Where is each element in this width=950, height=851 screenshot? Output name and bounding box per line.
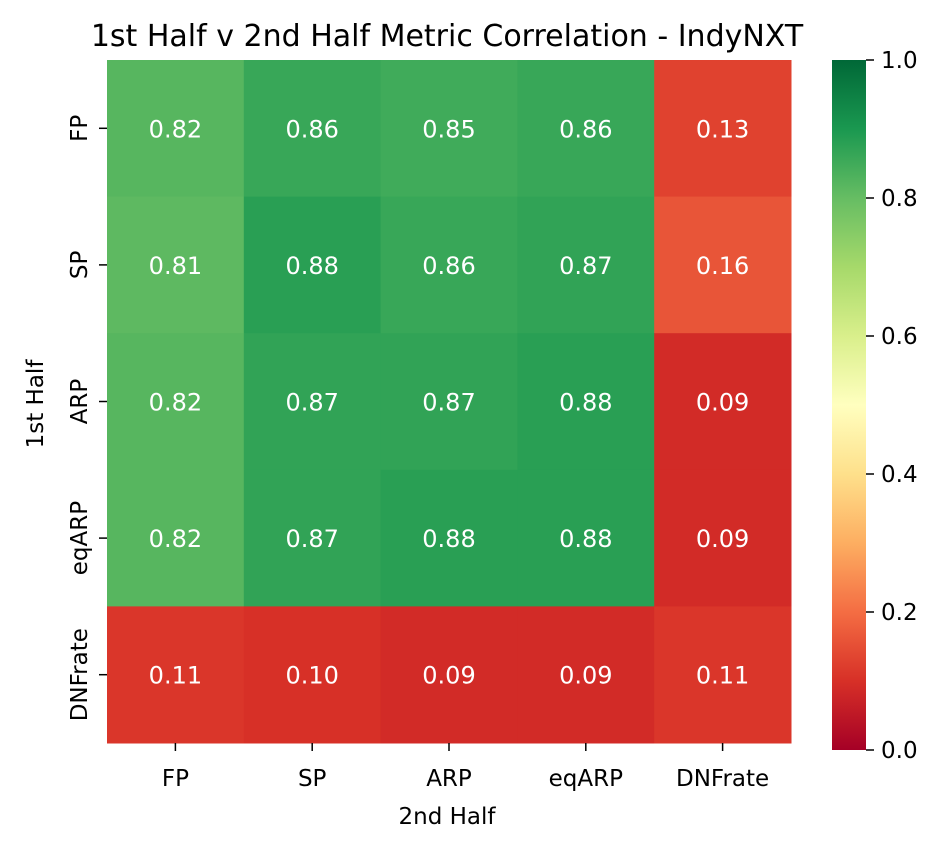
heatmap-cells — [107, 60, 792, 744]
heatmap-cell — [654, 469, 792, 607]
cell-value-label: 0.88 — [559, 389, 612, 417]
cell-value-label: 0.09 — [696, 525, 749, 553]
cell-value-label: 0.86 — [422, 252, 475, 280]
colorbar-tick-label: 1.0 — [881, 48, 918, 74]
heatmap-cell — [380, 606, 518, 744]
cell-annotations: 0.82 0.86 0.85 0.86 0.13 0.81 0.88 0.86 0.87 0.16… — [149, 115, 750, 689]
cell-value-label: 0.88 — [559, 525, 612, 553]
heatmap-cell — [654, 60, 792, 198]
y-axis-label: 1st Half — [23, 359, 49, 449]
cell-value-label: 0.13 — [696, 115, 749, 143]
heatmap-cell — [517, 196, 655, 334]
cell-value-label: 0.86 — [285, 115, 338, 143]
chart-title: 1st Half v 2nd Half Metric Correlation -… — [91, 19, 804, 54]
y-tick-label: ARP — [67, 379, 93, 425]
cell-value-label: 0.09 — [696, 389, 749, 417]
cell-value-label: 0.81 — [149, 252, 202, 280]
heatmap-cell — [517, 606, 655, 744]
x-tick-label: ARP — [426, 766, 472, 792]
cell-value-label: 0.11 — [696, 662, 749, 690]
heatmap-cell — [243, 469, 382, 607]
y-tick-label: eqARP — [67, 501, 93, 575]
colorbar-tick-label: 0.8 — [881, 186, 918, 212]
colorbar-tick-label: 0.4 — [881, 462, 918, 488]
cell-value-label: 0.87 — [285, 525, 338, 553]
heatmap-cell — [243, 606, 382, 744]
heatmap-cell — [517, 333, 655, 471]
cell-value-label: 0.82 — [149, 115, 202, 143]
heatmap-cell — [380, 60, 518, 198]
heatmap-cell — [517, 469, 655, 607]
x-tick-label: FP — [162, 766, 189, 792]
x-axis-ticks: FP SP ARP eqARP DNFrate — [162, 743, 769, 792]
cell-value-label: 0.11 — [149, 662, 202, 690]
heatmap-cell — [107, 60, 245, 198]
cell-value-label: 0.86 — [559, 115, 612, 143]
x-tick-label: eqARP — [549, 766, 623, 792]
heatmap-cell — [654, 333, 792, 471]
x-tick-label: SP — [298, 766, 327, 792]
colorbar-gradient — [832, 60, 866, 750]
y-tick-label: DNFrate — [67, 628, 93, 721]
cell-value-label: 0.87 — [559, 252, 612, 280]
x-tick-label: DNFrate — [676, 766, 769, 792]
heatmap-cell — [380, 333, 518, 471]
heatmap-cell — [654, 196, 792, 334]
heatmap-cell — [107, 606, 245, 744]
colorbar-tick-label: 0.0 — [881, 738, 918, 764]
heatmap-cell — [654, 606, 792, 744]
cell-value-label: 0.87 — [422, 389, 475, 417]
colorbar-tick-label: 0.6 — [881, 324, 918, 350]
colorbar-tick-label: 0.2 — [881, 600, 918, 626]
cell-value-label: 0.82 — [149, 389, 202, 417]
y-tick-label: FP — [67, 115, 93, 142]
cell-value-label: 0.85 — [422, 115, 475, 143]
heatmap-cell — [380, 469, 518, 607]
x-axis-label: 2nd Half — [399, 804, 497, 830]
cell-value-label: 0.87 — [285, 389, 338, 417]
heatmap-cell — [107, 196, 245, 334]
cell-value-label: 0.09 — [422, 662, 475, 690]
heatmap-cell — [107, 333, 245, 471]
cell-value-label: 0.82 — [149, 525, 202, 553]
heatmap-cell — [243, 60, 382, 198]
y-axis-ticks: FP SP ARP eqARP DNFrate — [67, 115, 107, 721]
cell-value-label: 0.88 — [285, 252, 338, 280]
heatmap-cell — [243, 333, 382, 471]
y-tick-label: SP — [67, 251, 93, 280]
heatmap-cell — [517, 60, 655, 198]
cell-value-label: 0.88 — [422, 525, 475, 553]
cell-value-label: 0.09 — [559, 662, 612, 690]
colorbar: 0.0 0.2 0.4 0.6 0.8 1.0 — [832, 48, 918, 764]
heatmap-cell — [243, 196, 382, 334]
cell-value-label: 0.10 — [285, 662, 338, 690]
heatmap-cell — [107, 469, 245, 607]
cell-value-label: 0.16 — [696, 252, 749, 280]
heatmap-cell — [380, 196, 518, 334]
